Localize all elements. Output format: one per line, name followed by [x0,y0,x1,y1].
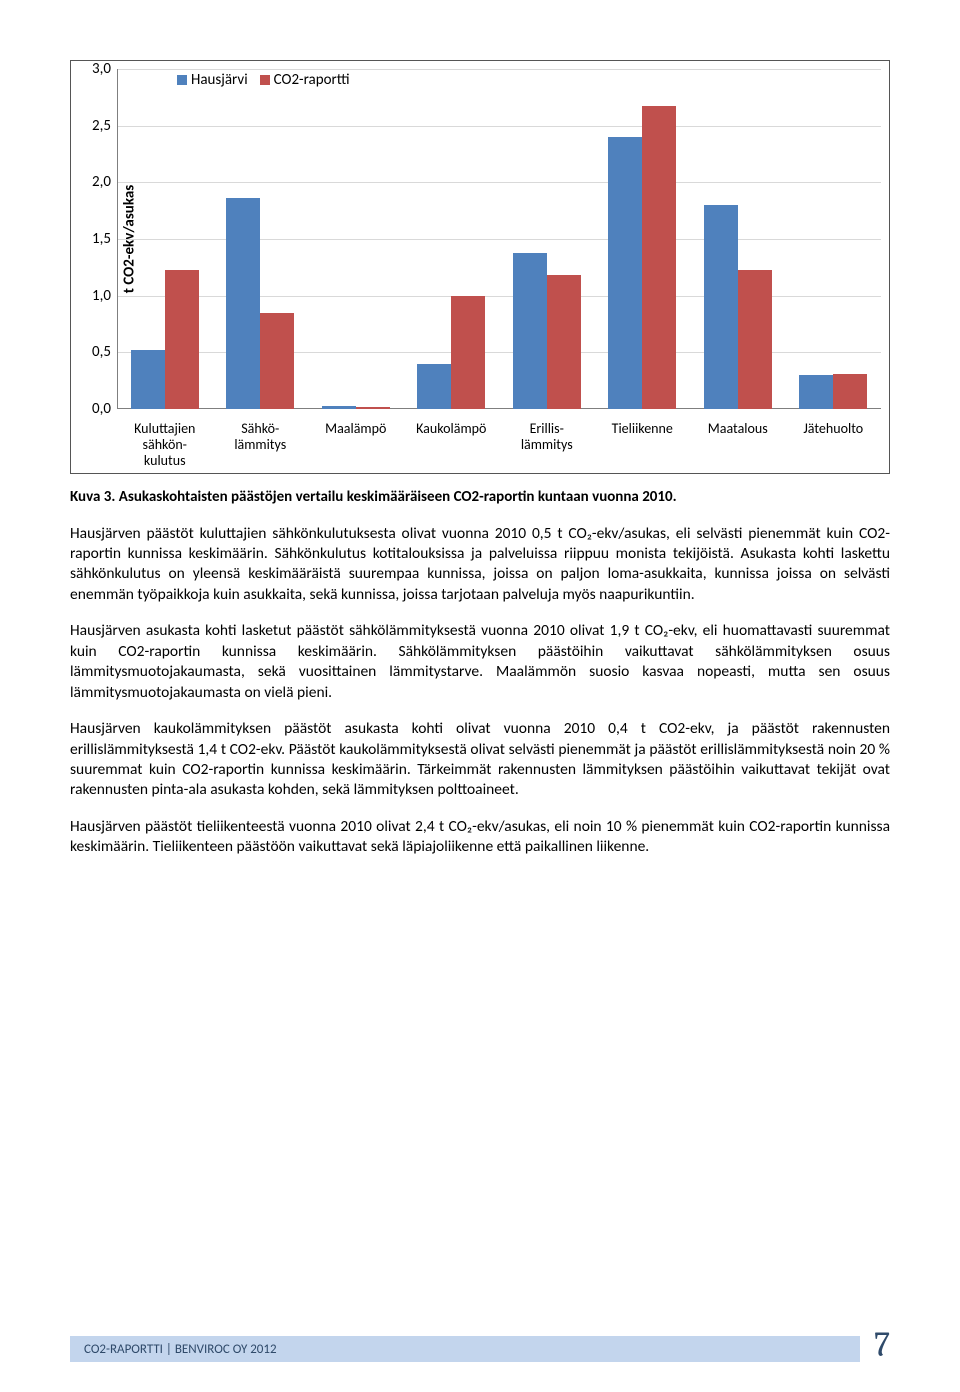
x-tick-label: Sähkö-lämmitys [213,421,309,469]
bar [513,253,547,409]
page-footer: CO2-RAPORTTI | BENVIROC OY 2012 7 [70,1328,890,1362]
y-tick-label: 1,5 [92,230,117,248]
bar [322,406,356,409]
category-slot [690,69,786,409]
x-tick-label: Maatalous [690,421,786,469]
x-tick-label: Tieliikenne [595,421,691,469]
category-slot [786,69,882,409]
y-tick-label: 1,0 [92,287,117,305]
bar [131,350,165,409]
y-tick-label: 2,5 [92,117,117,135]
category-slot [595,69,691,409]
bar [738,270,772,409]
bar [356,407,390,409]
paragraph: Hausjärven kaukolämmityksen päästöt asuk… [70,719,890,801]
bar [608,137,642,409]
category-slot [117,69,213,409]
page-number: 7 [874,1328,890,1362]
y-tick-label: 3,0 [92,60,117,78]
footer-bar: CO2-RAPORTTI | BENVIROC OY 2012 [70,1336,860,1362]
bar-chart: HausjärviCO2-raporttit CO2-ekv/asukas0,0… [79,69,881,465]
y-tick-label: 2,0 [92,173,117,191]
paragraph: Hausjärven asukasta kohti lasketut pääst… [70,621,890,703]
x-label-row: Kuluttajiensähkön-kulutusSähkö-lämmitysM… [117,421,881,469]
bar [165,270,199,409]
plot-area: t CO2-ekv/asukas0,00,51,01,52,02,53,0 [117,69,881,409]
bar [417,364,451,409]
category-slot [213,69,309,409]
category-slot [404,69,500,409]
bar [642,106,676,409]
x-tick-label: Erillis-lämmitys [499,421,595,469]
body-text: Hausjärven päästöt kuluttajien sähkönkul… [70,524,890,858]
y-tick-label: 0,0 [92,400,117,418]
paragraph: Hausjärven päästöt kuluttajien sähkönkul… [70,524,890,606]
bar [260,313,294,409]
x-tick-label: Kuluttajiensähkön-kulutus [117,421,213,469]
x-tick-label: Kaukolämpö [404,421,500,469]
paragraph: Hausjärven päästöt tieliikenteestä vuonn… [70,817,890,858]
category-slot [308,69,404,409]
footer-text: CO2-RAPORTTI | BENVIROC OY 2012 [84,1342,277,1357]
page: HausjärviCO2-raporttit CO2-ekv/asukas0,0… [0,0,960,1392]
chart-frame: HausjärviCO2-raporttit CO2-ekv/asukas0,0… [70,60,890,474]
bar [833,374,867,409]
bar [704,205,738,409]
figure-caption: Kuva 3. Asukaskohtaisten päästöjen verta… [70,488,890,508]
category-slot [499,69,595,409]
bar [451,296,485,409]
bar [226,198,260,409]
bars-row [117,69,881,409]
x-tick-label: Maalämpö [308,421,404,469]
y-tick-label: 0,5 [92,343,117,361]
bar [799,375,833,409]
bar [547,275,581,409]
x-tick-label: Jätehuolto [786,421,882,469]
